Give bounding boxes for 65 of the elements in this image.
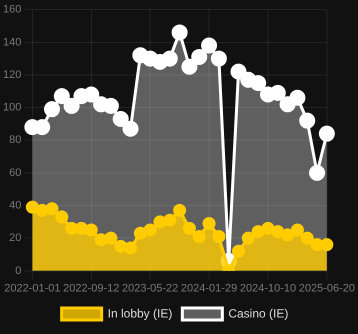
point — [261, 222, 274, 235]
point — [271, 225, 284, 238]
point — [65, 222, 78, 235]
point — [300, 232, 314, 245]
y-tick-label: 160 — [2, 4, 22, 16]
y-tick-label: 0 — [15, 264, 22, 277]
y-tick-label: 140 — [2, 36, 22, 48]
point — [74, 222, 88, 235]
point — [94, 233, 108, 246]
point — [202, 216, 216, 230]
point — [232, 244, 246, 258]
point — [54, 88, 70, 104]
point — [182, 222, 196, 235]
point — [84, 223, 98, 236]
point — [210, 50, 227, 67]
y-tick-label: 20 — [9, 232, 22, 244]
point — [55, 210, 68, 224]
point — [44, 101, 60, 118]
point — [192, 230, 206, 244]
point — [318, 126, 335, 142]
x-tick-label: 2022-01-01 — [4, 282, 60, 294]
point — [270, 84, 286, 101]
y-tick-label: 60 — [9, 166, 22, 179]
point — [64, 98, 80, 114]
point — [299, 112, 316, 129]
legend-label: Casino (IE) — [228, 306, 288, 320]
point — [114, 240, 128, 253]
point — [36, 204, 49, 217]
point — [83, 86, 100, 102]
point — [191, 48, 208, 65]
point — [252, 225, 265, 238]
x-tick-label: 2022-09-12 — [63, 282, 120, 294]
x-tick-label: 2025-06-20 — [298, 282, 356, 294]
point — [250, 75, 266, 92]
point — [309, 164, 326, 181]
point — [122, 120, 139, 137]
point — [112, 110, 129, 127]
x-tick-label: 2023-05-22 — [122, 282, 178, 294]
point — [290, 223, 304, 236]
point — [173, 204, 186, 217]
point — [242, 232, 255, 245]
y-tick-label: 80 — [9, 134, 22, 146]
point — [162, 50, 178, 67]
legend-label: In lobby (IE) — [108, 306, 172, 320]
point — [134, 226, 147, 240]
y-tick-label: 40 — [9, 200, 22, 212]
point — [289, 90, 306, 106]
point — [281, 228, 294, 242]
point — [181, 58, 198, 75]
x-tick-label: 2024-10-10 — [240, 282, 296, 294]
y-tick-label: 120 — [2, 68, 22, 81]
point — [310, 238, 324, 252]
y-tick-label: 100 — [2, 102, 22, 114]
point — [144, 223, 157, 236]
point — [172, 24, 188, 40]
x-tick-label: 2024-01-29 — [180, 282, 238, 294]
point — [201, 38, 218, 54]
point — [212, 230, 226, 244]
point — [163, 214, 176, 227]
point — [124, 241, 138, 254]
point — [230, 64, 247, 80]
point — [320, 238, 334, 252]
point — [45, 202, 58, 216]
point — [104, 232, 118, 245]
point — [153, 215, 166, 228]
